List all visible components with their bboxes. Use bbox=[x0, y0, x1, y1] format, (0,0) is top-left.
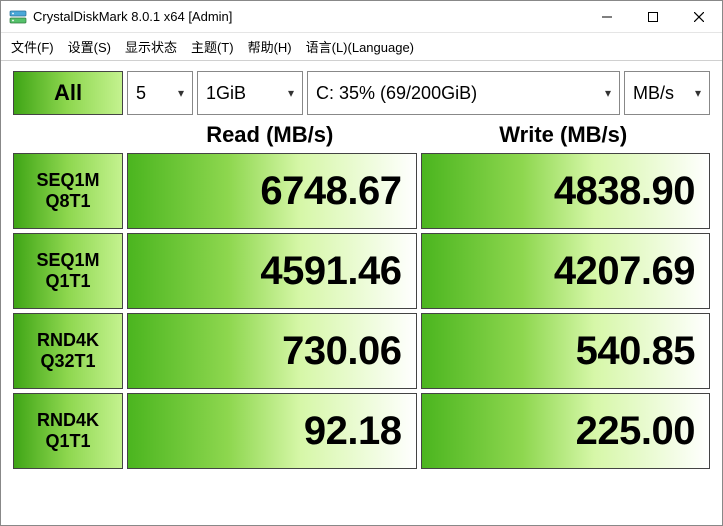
result-row: RND4K Q1T1 92.18 225.00 bbox=[13, 393, 710, 469]
menu-theme[interactable]: 主题(T) bbox=[191, 37, 234, 56]
row-label1: SEQ1M bbox=[36, 250, 99, 271]
window-controls bbox=[584, 1, 722, 32]
controls-row: All 5 ▾ 1GiB ▾ C: 35% (69/200GiB) ▾ MB/s… bbox=[13, 71, 710, 115]
maximize-button[interactable] bbox=[630, 1, 676, 32]
write-value: 540.85 bbox=[421, 313, 711, 389]
minimize-button[interactable] bbox=[584, 1, 630, 32]
write-value: 4838.90 bbox=[421, 153, 711, 229]
write-value: 4207.69 bbox=[421, 233, 711, 309]
chevron-down-icon: ▾ bbox=[605, 86, 611, 100]
rnd4k-q1t1-button[interactable]: RND4K Q1T1 bbox=[13, 393, 123, 469]
write-value: 225.00 bbox=[421, 393, 711, 469]
all-button[interactable]: All bbox=[13, 71, 123, 115]
chevron-down-icon: ▾ bbox=[695, 86, 701, 100]
rnd4k-q32t1-button[interactable]: RND4K Q32T1 bbox=[13, 313, 123, 389]
menu-settings[interactable]: 设置(S) bbox=[68, 37, 111, 56]
unit-value: MB/s bbox=[633, 83, 674, 104]
titlebar: CrystalDiskMark 8.0.1 x64 [Admin] bbox=[1, 1, 722, 33]
read-value: 92.18 bbox=[127, 393, 417, 469]
header-row: Read (MB/s) Write (MB/s) bbox=[13, 117, 710, 153]
close-button[interactable] bbox=[676, 1, 722, 32]
row-label2: Q32T1 bbox=[40, 351, 95, 372]
read-value: 6748.67 bbox=[127, 153, 417, 229]
result-row: RND4K Q32T1 730.06 540.85 bbox=[13, 313, 710, 389]
chevron-down-icon: ▾ bbox=[288, 86, 294, 100]
drive-select[interactable]: C: 35% (69/200GiB) ▾ bbox=[307, 71, 620, 115]
menu-language[interactable]: 语言(L)(Language) bbox=[306, 37, 414, 56]
loops-select[interactable]: 5 ▾ bbox=[127, 71, 193, 115]
app-icon bbox=[9, 8, 27, 26]
seq1m-q1t1-button[interactable]: SEQ1M Q1T1 bbox=[13, 233, 123, 309]
chevron-down-icon: ▾ bbox=[178, 86, 184, 100]
row-label2: Q1T1 bbox=[45, 431, 90, 452]
seq1m-q8t1-button[interactable]: SEQ1M Q8T1 bbox=[13, 153, 123, 229]
size-value: 1GiB bbox=[206, 83, 246, 104]
drive-value: C: 35% (69/200GiB) bbox=[316, 83, 477, 104]
result-row: SEQ1M Q1T1 4591.46 4207.69 bbox=[13, 233, 710, 309]
all-label: All bbox=[54, 80, 82, 106]
read-header: Read (MB/s) bbox=[123, 117, 417, 153]
row-label2: Q8T1 bbox=[45, 191, 90, 212]
size-select[interactable]: 1GiB ▾ bbox=[197, 71, 303, 115]
row-label2: Q1T1 bbox=[45, 271, 90, 292]
row-label1: SEQ1M bbox=[36, 170, 99, 191]
loops-value: 5 bbox=[136, 83, 146, 104]
menu-help[interactable]: 帮助(H) bbox=[248, 37, 292, 56]
unit-select[interactable]: MB/s ▾ bbox=[624, 71, 710, 115]
content: All 5 ▾ 1GiB ▾ C: 35% (69/200GiB) ▾ MB/s… bbox=[1, 61, 722, 483]
read-value: 4591.46 bbox=[127, 233, 417, 309]
write-header: Write (MB/s) bbox=[417, 117, 711, 153]
menu-show[interactable]: 显示状态 bbox=[125, 37, 177, 56]
read-value: 730.06 bbox=[127, 313, 417, 389]
row-label1: RND4K bbox=[37, 410, 99, 431]
result-row: SEQ1M Q8T1 6748.67 4838.90 bbox=[13, 153, 710, 229]
window-title: CrystalDiskMark 8.0.1 x64 [Admin] bbox=[33, 9, 232, 24]
menubar: 文件(F) 设置(S) 显示状态 主题(T) 帮助(H) 语言(L)(Langu… bbox=[1, 33, 722, 61]
menu-file[interactable]: 文件(F) bbox=[11, 37, 54, 56]
row-label1: RND4K bbox=[37, 330, 99, 351]
